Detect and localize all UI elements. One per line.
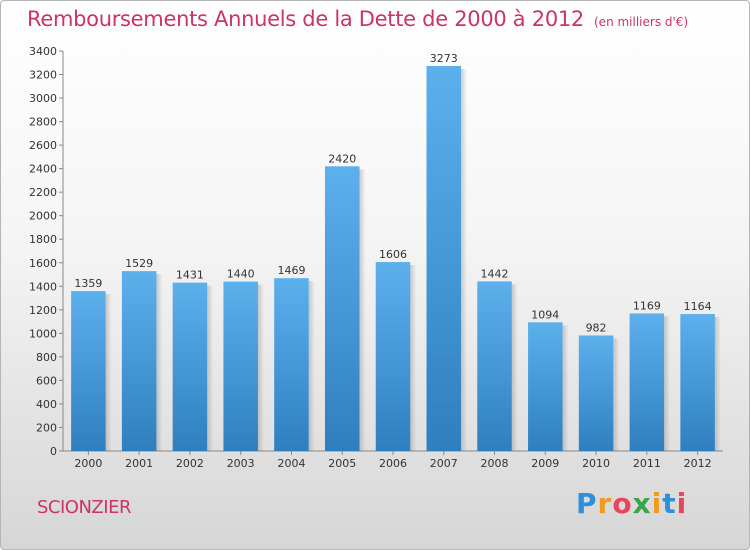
x-tick-label: 2008 [481,457,509,470]
y-tick-label: 2000 [29,210,57,223]
bar-shadow [461,68,468,452]
bar [324,166,360,451]
y-tick-label: 2200 [29,186,57,199]
data-label: 1431 [176,269,204,282]
bar-shadow [714,317,721,451]
x-tick-label: 2001 [125,457,153,470]
chart-subtitle: (en milliers d'€) [594,15,689,29]
chart-title-text: Remboursements Annuels de la Dette de 20… [27,7,584,31]
x-tick-label: 2002 [176,457,204,470]
y-tick-label: 1400 [29,280,57,293]
logo-letter: o [612,487,633,520]
bar-shadow [410,265,417,451]
bar-shadow [308,281,315,451]
logo-letter: t [662,487,677,520]
data-label: 2420 [328,152,356,165]
data-label: 982 [586,321,607,334]
bar [172,282,208,451]
bar [71,291,106,451]
y-tick-label: 1200 [29,304,57,317]
data-label: 1359 [74,277,102,290]
x-tick-label: 2005 [328,457,356,470]
bar [223,281,258,451]
data-label: 1606 [379,248,407,261]
chart-title: Remboursements Annuels de la Dette de 20… [27,7,688,31]
y-tick-label: 1000 [29,327,57,340]
bar-shadow [511,284,518,451]
x-tick-label: 2011 [633,457,661,470]
bar [680,314,715,451]
y-tick-label: 3200 [29,69,57,82]
logo-letter: P [576,487,598,520]
y-tick-label: 3400 [29,45,57,58]
bar [426,65,462,452]
data-label: 1169 [633,299,661,312]
town-name: SCIONZIER [37,497,131,518]
bar [274,278,309,451]
logo-letter: r [597,487,613,520]
bar-shadow [105,294,112,451]
data-label: 1164 [684,300,712,313]
x-tick-label: 2007 [430,457,458,470]
y-tick-label: 2800 [29,116,57,129]
bar-shadow [664,316,671,451]
y-tick-label: 2600 [29,139,57,152]
bar [477,281,512,451]
bar-shadow [257,284,264,451]
data-label: 3273 [430,52,458,65]
data-label: 1094 [531,308,559,321]
x-tick-label: 2009 [531,457,559,470]
y-tick-label: 3000 [29,92,57,105]
data-label: 1440 [227,268,255,281]
bar-shadow [613,338,620,451]
bar [121,271,157,451]
y-tick-label: 0 [50,445,57,458]
proxiti-logo: Proxiti [576,487,687,520]
logo-letter: i [676,487,688,520]
y-tick-label: 2400 [29,163,57,176]
x-tick-label: 2003 [227,457,255,470]
y-tick-label: 1600 [29,257,57,270]
bar-shadow [562,325,569,451]
logo-letter: i [651,487,663,520]
x-tick-label: 2004 [277,457,305,470]
bar [375,262,411,451]
x-tick-label: 2006 [379,457,407,470]
bar-shadow [207,285,214,451]
bar-shadow [156,274,163,451]
y-tick-label: 800 [36,351,57,364]
x-tick-label: 2012 [684,457,712,470]
y-tick-label: 200 [36,421,57,434]
bar [528,322,563,451]
bar [578,335,614,451]
y-tick-label: 600 [36,374,57,387]
bar [629,313,665,451]
x-tick-label: 2010 [582,457,610,470]
data-label: 1529 [125,257,153,270]
bar-shadow [359,169,366,451]
x-tick-label: 2000 [74,457,102,470]
data-label: 1469 [277,264,305,277]
data-label: 1442 [481,267,509,280]
logo-letter: x [632,487,652,520]
y-tick-label: 1800 [29,233,57,246]
y-tick-label: 400 [36,398,57,411]
